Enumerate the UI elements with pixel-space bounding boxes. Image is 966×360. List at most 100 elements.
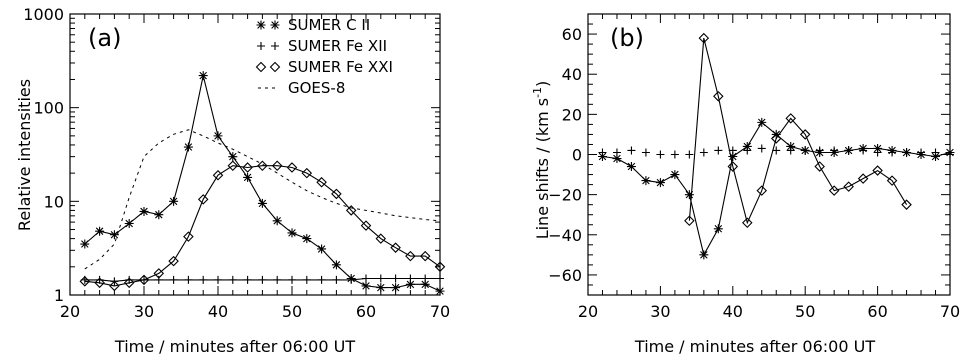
panel-a-y-tick-label: 100: [33, 99, 64, 118]
panel-b-point-sumer-fe-xxi: [872, 165, 883, 176]
legend-swatch-sumer-fe-xii: [271, 42, 279, 50]
panel-b-label: (b): [610, 24, 644, 52]
panel-a-point-sumer-fe-xii: [376, 274, 385, 283]
panel-a-point-sumer-fe-xii: [273, 275, 282, 284]
panel-a-point-sumer-fe-xxi: [301, 167, 313, 179]
panel-b-point-sumer-fe-xii: [772, 146, 781, 155]
panel-a-point-sumer-fe-xxi: [153, 268, 165, 279]
panel-b-point-sumer-fe-xxi: [857, 173, 869, 184]
panel-a-point-sumer-fe-xii: [406, 274, 415, 283]
panel-a-x-tick-label: 40: [208, 302, 228, 321]
panel-b-point-sumer-fe-xii: [612, 148, 621, 157]
panel-b-point-sumer-fe-xii: [844, 146, 853, 155]
panel-b-point-sumer-fe-xii: [888, 148, 897, 157]
panel-a-point-sumer-c-ii: [213, 131, 223, 141]
panel-a-point-sumer-fe-xii: [317, 275, 326, 284]
panel-a-point-sumer-c-ii: [139, 206, 149, 216]
panel-b-point-sumer-fe-xxi: [843, 181, 854, 192]
panel-a-point-sumer-fe-xii: [154, 275, 163, 284]
panel-a-point-sumer-c-ii: [302, 234, 312, 244]
panel-a-point-sumer-c-ii: [331, 260, 341, 270]
panel-b-point-sumer-fe-xii: [786, 146, 795, 155]
panel-b-ylabel: Line shifts / (km s-1): [531, 81, 552, 240]
legend-swatch-sumer-c-ii: [270, 20, 280, 30]
panel-a-point-sumer-c-ii: [124, 218, 134, 228]
panel-b-point-sumer-fe-xii: [743, 146, 752, 155]
panel-b-y-tick-label: −20: [548, 186, 582, 205]
panel-b-point-sumer-fe-xii: [830, 146, 839, 155]
panel-b-point-sumer-fe-xxi: [785, 113, 796, 124]
panel-a-point-sumer-c-ii: [405, 279, 415, 289]
panel-a-point-sumer-fe-xxi: [331, 188, 342, 200]
panel-a-point-sumer-fe-xii: [421, 274, 430, 283]
panel-b-y-tick-label: −60: [548, 266, 582, 285]
panel-a-point-sumer-fe-xxi: [94, 277, 105, 289]
panel-a-series: [79, 71, 446, 296]
panel-b-point-sumer-fe-xxi: [901, 199, 912, 210]
panel-b-point-sumer-c-ii: [786, 141, 796, 151]
panel-a-point-sumer-fe-xii: [199, 275, 208, 284]
panel-b-y-tick-label: 20: [562, 105, 582, 124]
panel-a-axes: 20 30 40 50 60 70 1 10 100 1000: [23, 5, 450, 321]
panel-a-series-line-sumer-fe-xxi: [84, 165, 440, 287]
panel-b-point-sumer-fe-xii: [902, 148, 911, 157]
panel-a-point-sumer-fe-xxi: [168, 255, 179, 267]
panel-b-point-sumer-fe-xii: [801, 146, 810, 155]
panel-b-point-sumer-fe-xxi: [756, 185, 768, 196]
panel-a-point-sumer-fe-xii: [184, 275, 193, 284]
panel-b-ylabel-main: Line shifts / (km s: [533, 98, 552, 239]
panel-b-point-sumer-fe-xxi: [684, 215, 695, 227]
panel-b-series-line-sumer-fe-xxi: [688, 37, 908, 225]
panel-b-point-sumer-fe-xii: [757, 144, 766, 153]
panel-a-point-sumer-c-ii: [183, 142, 193, 152]
panel-a-point-sumer-fe-xxi: [79, 276, 91, 287]
panel-b-x-tick-label: 60: [867, 302, 887, 321]
panel-a-point-sumer-c-ii: [391, 283, 401, 293]
panel-b-y-tick-label: −40: [548, 226, 582, 245]
panel-b-point-sumer-fe-xii: [627, 146, 636, 155]
panel-a-label: (a): [88, 24, 121, 52]
panel-a-point-sumer-c-ii: [95, 226, 105, 236]
panel-b-point-sumer-fe-xxi: [742, 217, 753, 229]
panel-a-point-sumer-fe-xii: [228, 275, 237, 284]
panel-a-y-tick-label: 10: [44, 192, 64, 211]
panel-a-point-sumer-fe-xxi: [419, 250, 431, 262]
panel-a-point-sumer-c-ii: [109, 230, 119, 240]
panel-a-point-sumer-fe-xxi: [197, 194, 209, 205]
legend-swatch-sumer-c-ii: [256, 20, 266, 30]
panel-a-point-sumer-fe-xii: [302, 275, 311, 284]
panel-a-point-sumer-fe-xxi: [242, 162, 253, 173]
panel-a-x-tick-label: 50: [282, 302, 302, 321]
panel-b-point-sumer-fe-xii: [714, 146, 723, 155]
panel-a-y-tick-label: 1000: [23, 5, 64, 24]
panel-a-x-tick-label: 20: [60, 302, 80, 321]
legend-swatch-sumer-fe-xxi: [255, 61, 267, 73]
panel-a-x-tick-label: 70: [430, 302, 450, 321]
panel-b-y-tick-label: 0: [572, 146, 582, 165]
panel-a-point-sumer-fe-xii: [391, 274, 400, 283]
panel-a-point-sumer-fe-xxi: [360, 220, 372, 231]
panel-b-point-sumer-fe-xxi: [886, 175, 898, 186]
panel-b-point-sumer-fe-xxi: [727, 161, 739, 172]
panel-a-plot-frame: [69, 13, 441, 296]
panel-b-point-sumer-c-ii: [670, 170, 680, 180]
legend-label-sumer-c-ii: SUMER C II: [288, 16, 370, 34]
panel-a-point-sumer-c-ii: [361, 281, 371, 291]
panel-b-point-sumer-c-ii: [612, 154, 622, 164]
panel-a-ylabel: Relative intensities: [15, 79, 34, 231]
panel-b-point-sumer-c-ii: [728, 152, 738, 162]
panel-b-point-sumer-fe-xxi: [770, 133, 782, 144]
panel-a-legend: SUMER C II SUMER Fe XII SUMER Fe XXI GOES-8: [255, 16, 393, 97]
panel-b-point-sumer-c-ii: [699, 250, 709, 260]
panel-b-point-sumer-fe-xii: [641, 148, 650, 157]
panel-b-point-sumer-fe-xii: [931, 148, 940, 157]
panel-b-axes: 20 30 40 50 60 70 −60 −40 −20 0 20 40 60: [548, 13, 960, 321]
panel-a-point-sumer-c-ii: [80, 239, 90, 249]
panel-b-xlabel: Time / minutes after 06:00 UT: [634, 337, 875, 356]
panel-a-point-sumer-c-ii: [257, 198, 267, 208]
panel-b-point-sumer-c-ii: [873, 143, 883, 153]
panel-a-point-sumer-fe-xxi: [405, 250, 416, 262]
panel-b-point-sumer-fe-xxi: [713, 91, 724, 102]
